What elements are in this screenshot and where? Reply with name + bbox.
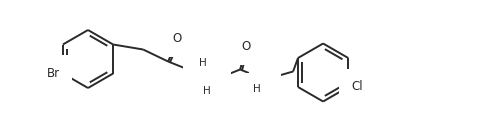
Text: N: N xyxy=(211,84,219,97)
Text: H: H xyxy=(203,85,211,96)
Text: Cl: Cl xyxy=(351,80,363,94)
Text: O: O xyxy=(173,32,182,45)
Text: N: N xyxy=(261,73,270,86)
Text: H: H xyxy=(253,84,261,94)
Text: H: H xyxy=(199,59,207,69)
Text: N: N xyxy=(195,63,204,76)
Text: Br: Br xyxy=(47,67,60,80)
Text: O: O xyxy=(242,40,251,53)
